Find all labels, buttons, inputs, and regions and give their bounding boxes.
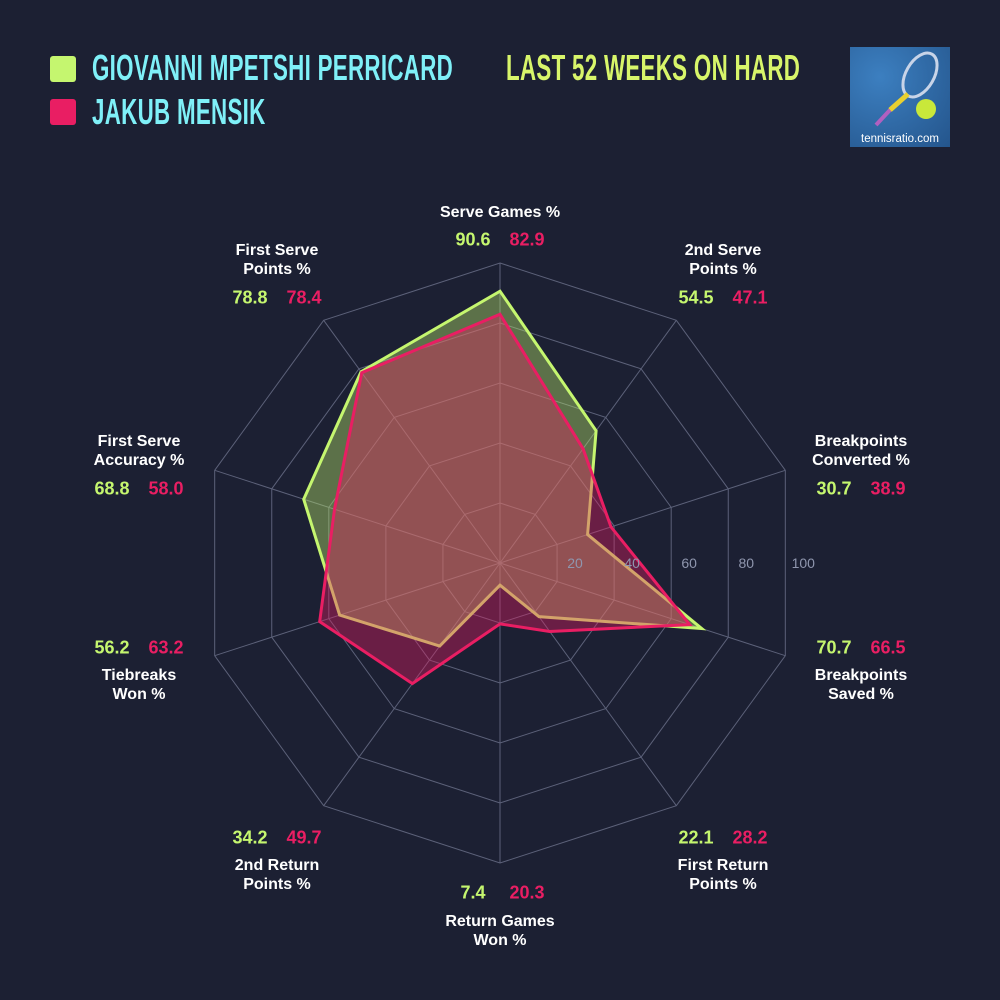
player-1-name: GIOVANNI MPETSHI PERRICARD bbox=[92, 47, 454, 88]
grid-axis bbox=[214, 562, 501, 657]
data-label-player-2: 78.4 bbox=[286, 287, 322, 308]
data-label-player-1: 34.2 bbox=[232, 827, 268, 848]
axis-label-line: Accuracy % bbox=[93, 452, 185, 469]
data-label-player-1: 22.1 bbox=[678, 827, 714, 848]
data-label-player-1: 70.7 bbox=[816, 637, 852, 658]
data-label-player-2: 58.0 bbox=[148, 478, 184, 499]
axis-label: 2nd Return Points % bbox=[235, 856, 319, 894]
data-label-player-2: 49.7 bbox=[286, 827, 322, 848]
axis-label: Serve Games % bbox=[440, 203, 560, 222]
axis-label-line: Breakpoints bbox=[814, 433, 908, 450]
chart-subtitle: LAST 52 WEEKS ON HARD bbox=[506, 47, 801, 88]
axis-label-line: Points % bbox=[243, 876, 311, 893]
axis-label: Breakpoints Converted % bbox=[812, 432, 910, 470]
axis-label-line: First Return bbox=[677, 857, 769, 874]
axis-label-line: Points % bbox=[689, 261, 757, 278]
axis-label: First Return Points % bbox=[678, 856, 769, 894]
axis-label: Tiebreaks Won % bbox=[102, 666, 176, 704]
series-area-2 bbox=[318, 312, 693, 686]
axis-label: Return Games Won % bbox=[445, 912, 554, 950]
axis-label-line: Points % bbox=[689, 876, 757, 893]
data-label-player-2: 47.1 bbox=[732, 287, 768, 308]
data-label-player-2: 28.2 bbox=[732, 827, 768, 848]
axis-label-line: Won % bbox=[473, 932, 527, 949]
grid-axis bbox=[499, 469, 786, 564]
axis-label-line: Breakpoints bbox=[814, 667, 908, 684]
data-label-player-1: 54.5 bbox=[678, 287, 714, 308]
data-label-player-1: 7.4 bbox=[460, 882, 486, 903]
data-label-player-1: 30.7 bbox=[816, 478, 852, 499]
data-label-player-1: 68.8 bbox=[94, 478, 130, 499]
racket-ball-icon bbox=[874, 51, 939, 127]
logo-text: tennisratio.com bbox=[861, 133, 939, 145]
tick-label: 60 bbox=[681, 555, 697, 571]
axis-label-line: Tiebreaks bbox=[101, 667, 177, 684]
data-label-player-2: 66.5 bbox=[870, 637, 906, 658]
axis-label-line: Points % bbox=[243, 261, 311, 278]
tick-label: 20 bbox=[567, 555, 583, 571]
player-2-name: JAKUB MENSIK bbox=[92, 91, 266, 132]
axis-label-line: 2nd Serve bbox=[684, 242, 762, 259]
tick-label: 80 bbox=[738, 555, 754, 571]
axis-label-line: 2nd Return bbox=[234, 857, 320, 874]
tick-label: 40 bbox=[624, 555, 640, 571]
axis-label-line: Saved % bbox=[828, 686, 894, 703]
grid-axis bbox=[499, 320, 677, 564]
series-area-1 bbox=[302, 289, 707, 648]
axis-label: First Serve Accuracy % bbox=[94, 432, 185, 470]
grid-axis bbox=[499, 562, 677, 806]
axis-label-line: First Serve bbox=[97, 433, 181, 450]
tennisratio-logo: tennisratio.com bbox=[850, 47, 950, 147]
data-label-player-2: 63.2 bbox=[148, 637, 184, 658]
axis-label: Breakpoints Saved % bbox=[815, 666, 907, 704]
legend-swatch-player-1 bbox=[50, 56, 76, 82]
axis-label: First Serve Points % bbox=[236, 241, 319, 279]
tick-label: 100 bbox=[792, 555, 816, 571]
axis-label: 2nd Serve Points % bbox=[685, 241, 761, 279]
data-label-player-1: 56.2 bbox=[94, 637, 130, 658]
axis-label-line: First Serve bbox=[235, 242, 319, 259]
data-label-player-1: 90.6 bbox=[455, 229, 491, 250]
axis-label-line: Serve Games % bbox=[439, 204, 561, 221]
legend-swatch-player-2 bbox=[50, 99, 76, 125]
axis-label-line: Converted % bbox=[812, 452, 910, 469]
data-label-player-2: 20.3 bbox=[509, 882, 545, 903]
grid-axis bbox=[323, 320, 501, 564]
grid-axis bbox=[499, 562, 786, 657]
axis-label-line: Won % bbox=[112, 686, 166, 703]
data-label-player-2: 82.9 bbox=[509, 229, 545, 250]
axis-label-line: Return Games bbox=[445, 913, 555, 930]
data-label-player-2: 38.9 bbox=[870, 478, 906, 499]
data-label-player-1: 78.8 bbox=[232, 287, 268, 308]
grid-axis bbox=[214, 469, 501, 564]
